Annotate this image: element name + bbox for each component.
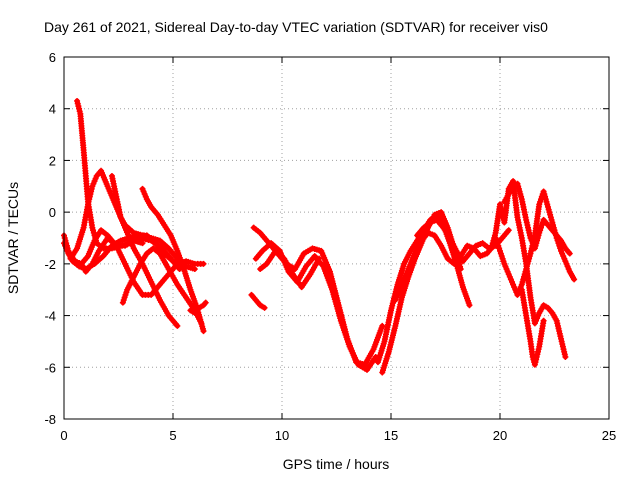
data-series <box>61 97 578 376</box>
data-point <box>200 260 207 267</box>
series-s20 <box>501 180 573 257</box>
data-point <box>466 302 473 309</box>
series-s7 <box>119 245 205 327</box>
data-point <box>202 299 209 306</box>
x-axis-label: GPS time / hours <box>283 456 390 472</box>
y-tick-label: -2 <box>44 257 56 272</box>
series-s9 <box>187 299 209 316</box>
y-tick-label: 6 <box>49 50 56 65</box>
y-tick-label: -4 <box>44 309 56 324</box>
y-tick-label: -8 <box>44 412 56 427</box>
data-point <box>379 322 386 329</box>
data-point <box>316 255 323 262</box>
x-tick-label: 25 <box>602 428 616 443</box>
y-tick-label: 4 <box>49 102 56 117</box>
x-tick-label: 0 <box>60 428 67 443</box>
data-point <box>191 266 198 273</box>
data-point <box>540 317 547 324</box>
y-tick-label: -6 <box>44 360 56 375</box>
axis-ticks: 0 5 10 15 20 25 -8 -6 -4 -2 0 2 4 6 <box>44 50 616 443</box>
plot-frame <box>63 56 610 420</box>
data-point <box>562 353 569 360</box>
data-point <box>261 304 268 311</box>
data-point <box>139 240 146 247</box>
data-point <box>566 250 573 257</box>
series-s21 <box>518 286 547 368</box>
y-tick-label: 2 <box>49 153 56 168</box>
data-point <box>457 266 464 273</box>
y-tick-label: 0 <box>49 205 56 220</box>
x-tick-label: 20 <box>493 428 507 443</box>
data-point <box>174 322 181 329</box>
data-point <box>200 328 207 335</box>
series-s16 <box>392 229 497 304</box>
series-s18 <box>488 178 569 360</box>
x-tick-label: 10 <box>275 428 289 443</box>
series-s10 <box>248 291 268 311</box>
data-point <box>571 276 578 283</box>
y-axis-label: SDTVAR / TECUs <box>5 182 21 294</box>
x-tick-label: 5 <box>169 428 176 443</box>
series-s2 <box>74 97 183 273</box>
x-tick-label: 15 <box>384 428 398 443</box>
series-s13 <box>257 247 323 291</box>
data-point <box>505 227 512 234</box>
series-s8 <box>139 185 207 335</box>
chart-title: Day 261 of 2021, Sidereal Day-to-day VTE… <box>44 19 548 35</box>
